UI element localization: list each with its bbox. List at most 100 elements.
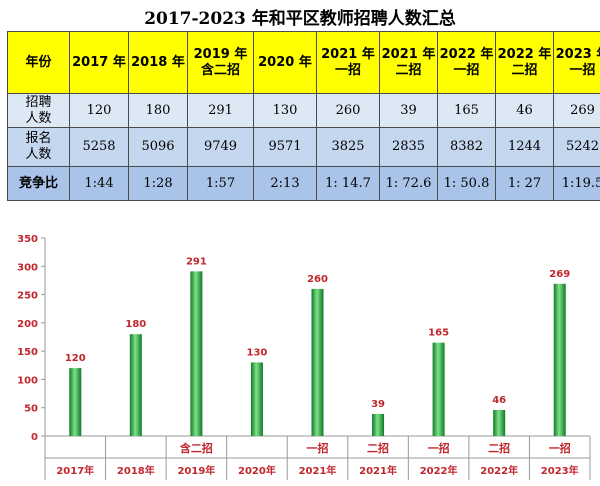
table-row-applicants: 报名 人数 5258 5096 9749 9571 3825 2835 8382 … [7,127,600,167]
summary-table: 年份 2017 年 2018 年 2019 年含二招 2020 年 2021 年… [7,31,600,201]
table-cell: 180 [128,93,188,128]
x-tick-sublabel: 一招 [307,441,329,455]
column-year: 2023 年 [555,46,600,62]
x-tick-sublabel: 一招 [428,441,450,455]
y-tick-label: 100 [17,375,38,386]
table-cell: 1: 72.6 [379,166,438,201]
table-cell: 260 [316,93,380,128]
column-round: 一招 [334,62,361,78]
data-label: 180 [125,319,146,330]
y-tick-label: 350 [17,234,38,245]
table-cell: 1: 27 [495,166,554,201]
table-cell: 1: 14.7 [316,166,380,201]
data-label: 291 [186,256,207,267]
row-label: 竞争比 [7,166,70,201]
bar [553,283,566,436]
table-cell: 46 [495,93,554,128]
data-label: 120 [65,353,86,364]
table-cell: 2835 [379,127,438,167]
x-tick-sublabel: 二招 [488,441,510,455]
column-header: 2018 年 [128,31,188,94]
x-tick-label: 2022年 [420,464,458,477]
column-round: 一招 [453,62,480,78]
column-header: 2021 年一招 [316,31,380,94]
table-cell: 130 [253,93,317,128]
column-header: 2023 年一招 [553,31,600,94]
bar [372,413,385,436]
table-cell: 9571 [253,127,317,167]
data-label: 130 [247,347,268,358]
x-tick-sublabel: 一招 [549,441,571,455]
x-tick-sublabel: 含二招 [179,441,213,455]
x-tick-label: 2017年 [56,464,94,477]
bar [432,342,445,436]
table-cell: 39 [379,93,438,128]
table-cell: 1:44 [69,166,129,201]
table-cell: 8382 [437,127,496,167]
x-tick-label: 2022年 [480,464,518,477]
row-label: 报名 人数 [7,127,70,167]
table-header-row: 年份 2017 年 2018 年 2019 年含二招 2020 年 2021 年… [7,31,600,94]
table-cell: 1:57 [187,166,254,201]
table-cell: 5242 [553,127,600,167]
column-year: 2017 年 [72,54,126,70]
x-tick-label: 2021年 [299,464,337,477]
bar [129,334,142,436]
column-header: 2019 年含二招 [187,31,254,94]
table-cell: 5096 [128,127,188,167]
y-tick-label: 200 [17,319,38,330]
y-tick-label: 50 [24,404,38,415]
table-cell: 1:19.5 [553,166,600,201]
column-year: 2019 年 [193,46,248,62]
bar [493,409,506,436]
bar [311,288,324,436]
data-label: 269 [549,269,570,280]
data-label: 165 [428,328,449,339]
bar [69,368,82,436]
table-cell: 165 [437,93,496,128]
column-year: 2022 年 [497,46,552,62]
x-tick-label: 2019年 [177,464,215,477]
data-label: 39 [371,399,385,410]
y-tick-label: 250 [17,291,38,302]
x-tick-label: 2021年 [359,464,397,477]
column-round: 二招 [395,62,422,78]
column-round: 含二招 [200,62,240,78]
table-cell: 1:28 [128,166,188,201]
column-header: 2022 年二招 [495,31,554,94]
table-cell: 120 [69,93,129,128]
table-cell: 5258 [69,127,129,167]
column-year: 2022 年 [439,46,494,62]
x-tick-label: 2018年 [117,464,155,477]
table-cell: 2:13 [253,166,317,201]
y-tick-label: 150 [17,347,38,358]
column-year: 2021 年 [321,46,375,62]
table-row-hires: 招聘 人数 120 180 291 130 260 39 165 46 269 [7,93,600,128]
table-cell: 269 [553,93,600,128]
x-tick-label: 2023年 [541,464,579,477]
column-year: 2021 年 [381,46,436,62]
row-label: 招聘 人数 [7,93,70,128]
column-header: 2020 年 [253,31,317,94]
table-cell: 9749 [187,127,254,167]
page-title: 2017-2023 年和平区教师招聘人数汇总 [144,9,456,29]
data-label: 260 [307,274,328,285]
column-header: 2017 年 [69,31,129,94]
corner-cell: 年份 [7,31,70,94]
y-tick-label: 0 [31,432,38,443]
data-label: 46 [492,395,506,406]
y-tick-label: 300 [17,262,38,273]
bar [250,362,263,436]
column-year: 2020 年 [258,54,312,70]
column-header: 2022 年一招 [437,31,496,94]
table-row-ratio: 竞争比 1:44 1:28 1:57 2:13 1: 14.7 1: 72.6 … [7,166,600,201]
bar [190,271,203,436]
table-cell: 3825 [316,127,380,167]
x-tick-label: 2020年 [238,464,276,477]
table-cell: 291 [187,93,254,128]
column-header: 2021 年二招 [379,31,438,94]
column-year: 2018 年 [131,54,185,70]
column-round: 二招 [511,62,538,78]
table-cell: 1: 50.8 [437,166,496,201]
table-cell: 1244 [495,127,554,167]
